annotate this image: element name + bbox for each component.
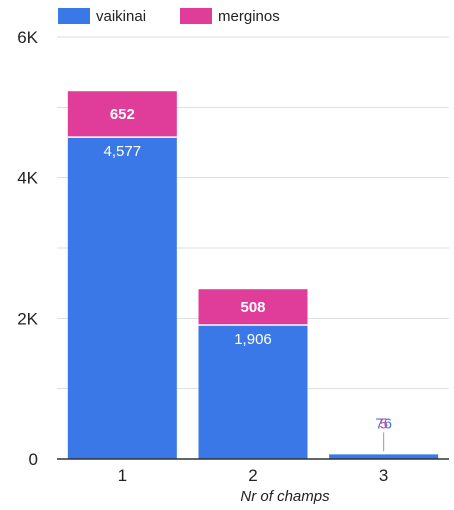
legend-swatch-merginos [180, 8, 213, 24]
bar-vaikinai-2[interactable] [198, 324, 308, 459]
y-tick-label: 6K [17, 28, 38, 47]
data-label-vaikinai-3: 76 [375, 415, 392, 432]
legend-item-merginos[interactable]: merginos [180, 8, 280, 25]
data-label-vaikinai-2: 1,906 [234, 331, 272, 348]
legend-item-vaikinai[interactable]: vaikinai [58, 8, 146, 25]
data-label-merginos-3: 5 [379, 415, 387, 432]
y-tick-label: 2K [17, 309, 38, 328]
bar-vaikinai-3[interactable] [329, 453, 439, 459]
legend-label-vaikinai: vaikinai [96, 7, 147, 25]
legend: vaikinai merginos [58, 5, 314, 27]
data-label-vaikinai-1: 4,577 [104, 143, 142, 160]
bar-merginos-1[interactable] [67, 91, 177, 138]
x-axis-title: Nr of champs [240, 488, 330, 505]
legend-label-merginos: merginos [218, 7, 280, 25]
x-tick-label: 2 [248, 466, 257, 485]
y-tick-label: 4K [17, 169, 38, 188]
x-tick-label: 1 [118, 466, 127, 485]
legend-swatch-vaikinai [58, 8, 90, 24]
y-tick-label: 0 [29, 450, 38, 469]
x-tick-label: 3 [379, 466, 388, 485]
data-label-merginos-2: 508 [240, 299, 265, 316]
bar-merginos-2[interactable] [198, 289, 308, 325]
data-label-merginos-1: 652 [110, 106, 135, 123]
bar-vaikinai-1[interactable] [67, 137, 177, 459]
